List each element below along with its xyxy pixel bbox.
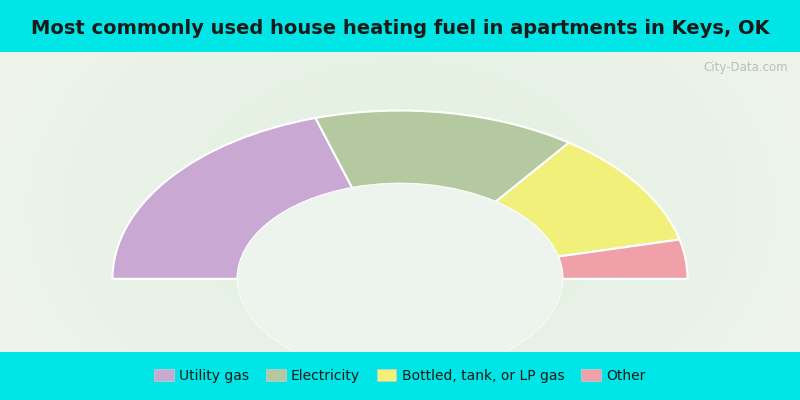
Text: Most commonly used house heating fuel in apartments in Keys, OK: Most commonly used house heating fuel in… xyxy=(30,19,770,38)
Wedge shape xyxy=(495,143,679,257)
Wedge shape xyxy=(315,110,569,202)
Wedge shape xyxy=(558,240,687,279)
Text: City-Data.com: City-Data.com xyxy=(703,61,788,74)
Circle shape xyxy=(238,184,562,374)
Legend: Utility gas, Electricity, Bottled, tank, or LP gas, Other: Utility gas, Electricity, Bottled, tank,… xyxy=(149,364,651,388)
Circle shape xyxy=(238,184,562,374)
Wedge shape xyxy=(113,118,352,279)
